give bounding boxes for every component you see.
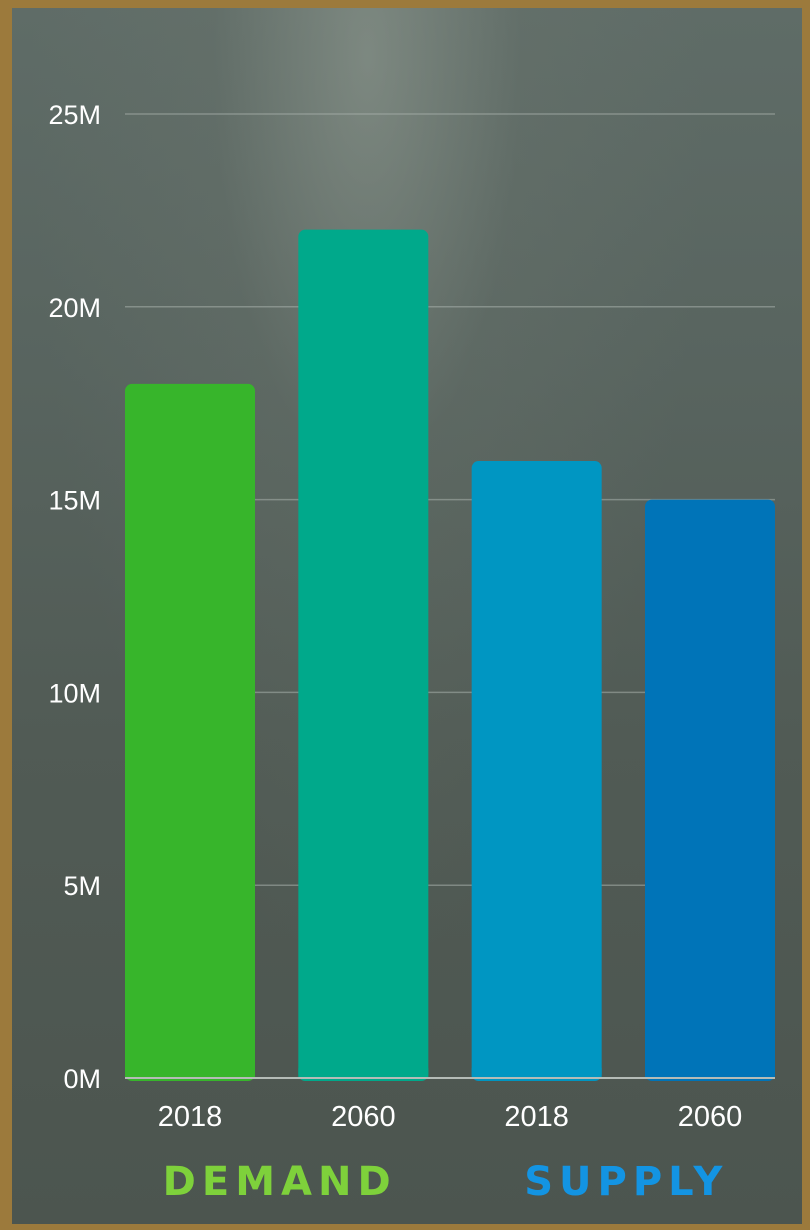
x-tick-label: 2060 <box>331 1101 396 1133</box>
y-tick-label: 15M <box>48 486 101 516</box>
bar-demand-2018 <box>125 383 255 1081</box>
bar-supply-2018 <box>471 461 602 1081</box>
y-tick-label: 5M <box>63 871 101 901</box>
bar-base <box>298 1068 429 1078</box>
group-label-supply: SUPPLY <box>524 1159 729 1205</box>
x-tick-label: 2018 <box>158 1101 223 1133</box>
group-label-demand: DEMAND <box>162 1159 397 1205</box>
bar-base <box>471 1068 602 1078</box>
bar-demand-2060 <box>298 229 429 1081</box>
bar-base <box>645 1068 775 1078</box>
y-tick-label: 20M <box>48 293 101 323</box>
y-tick-label: 10M <box>48 678 101 708</box>
y-tick-label: 0M <box>63 1064 101 1094</box>
y-tick-label: 25M <box>48 100 101 130</box>
bar-supply-2060 <box>645 499 775 1082</box>
bars <box>125 229 775 1082</box>
x-tick-label: 2060 <box>678 1101 743 1133</box>
bar-base <box>125 1068 255 1078</box>
x-axis-ticks: 2018 2060 2018 2060 <box>158 1101 743 1133</box>
y-axis-ticks: 0M 5M 10M 15M 20M 25M <box>48 100 101 1094</box>
x-tick-label: 2018 <box>504 1101 569 1133</box>
